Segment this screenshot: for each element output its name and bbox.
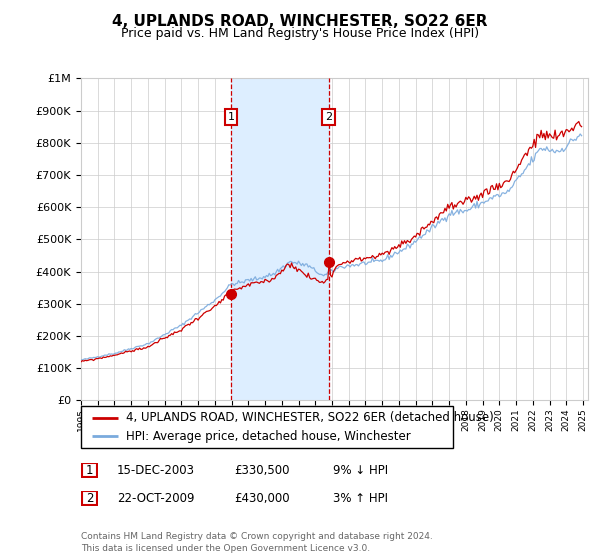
Text: 1: 1 [86,464,93,477]
Text: Price paid vs. HM Land Registry's House Price Index (HPI): Price paid vs. HM Land Registry's House … [121,27,479,40]
Text: 3% ↑ HPI: 3% ↑ HPI [333,492,388,505]
Text: 15-DEC-2003: 15-DEC-2003 [117,464,195,477]
FancyBboxPatch shape [81,406,453,448]
Text: HPI: Average price, detached house, Winchester: HPI: Average price, detached house, Winc… [125,430,410,443]
Bar [231,78,329,400]
Text: £430,000: £430,000 [234,492,290,505]
Text: 1: 1 [227,112,235,122]
Text: 4, UPLANDS ROAD, WINCHESTER, SO22 6ER: 4, UPLANDS ROAD, WINCHESTER, SO22 6ER [112,14,488,29]
FancyBboxPatch shape [82,491,97,506]
Text: 2: 2 [325,112,332,122]
Text: 22-OCT-2009: 22-OCT-2009 [117,492,194,505]
Text: £330,500: £330,500 [234,464,290,477]
Text: 2: 2 [86,492,93,505]
Text: Contains HM Land Registry data © Crown copyright and database right 2024.
This d: Contains HM Land Registry data © Crown c… [81,532,433,553]
FancyBboxPatch shape [82,463,97,478]
Text: 9% ↓ HPI: 9% ↓ HPI [333,464,388,477]
Text: 4, UPLANDS ROAD, WINCHESTER, SO22 6ER (detached house): 4, UPLANDS ROAD, WINCHESTER, SO22 6ER (d… [125,411,493,424]
